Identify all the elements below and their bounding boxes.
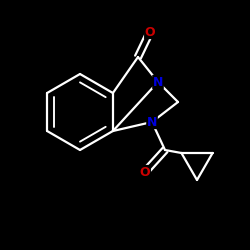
Text: O: O bbox=[140, 166, 150, 178]
Text: N: N bbox=[147, 116, 157, 128]
Text: O: O bbox=[145, 26, 155, 38]
Text: N: N bbox=[153, 76, 163, 88]
